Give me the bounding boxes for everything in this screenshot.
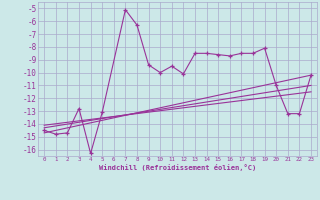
X-axis label: Windchill (Refroidissement éolien,°C): Windchill (Refroidissement éolien,°C) — [99, 164, 256, 171]
